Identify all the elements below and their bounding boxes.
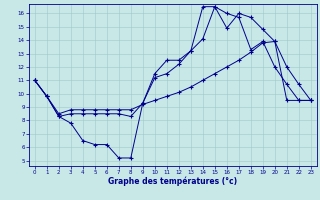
X-axis label: Graphe des températures (°c): Graphe des températures (°c) xyxy=(108,177,237,186)
